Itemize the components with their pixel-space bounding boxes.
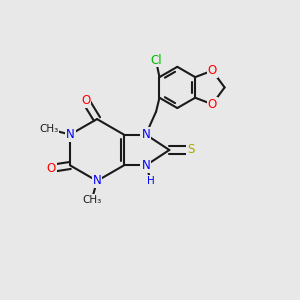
Text: O: O bbox=[46, 162, 56, 175]
Text: O: O bbox=[208, 98, 217, 111]
Text: N: N bbox=[141, 128, 150, 141]
Text: S: S bbox=[187, 143, 194, 157]
Text: N: N bbox=[66, 128, 75, 141]
Text: CH₃: CH₃ bbox=[39, 124, 59, 134]
Text: N: N bbox=[141, 159, 150, 172]
Text: O: O bbox=[208, 64, 217, 77]
Text: H: H bbox=[147, 176, 155, 186]
Text: N: N bbox=[93, 174, 101, 188]
Text: Cl: Cl bbox=[150, 53, 162, 67]
Text: CH₃: CH₃ bbox=[82, 195, 101, 205]
Text: O: O bbox=[81, 94, 90, 107]
